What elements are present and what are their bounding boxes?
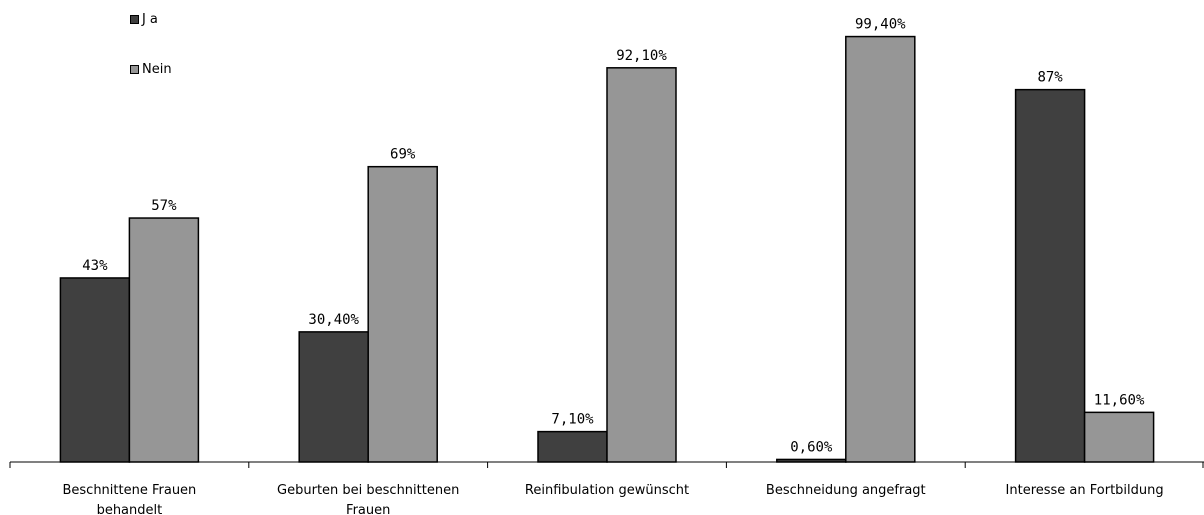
bar-nein-1	[367, 165, 438, 463]
legend-swatch-nein	[130, 65, 139, 74]
bar-nein-3	[845, 35, 916, 463]
x-tick-label-4-0: Interesse an Fortbildung	[1006, 483, 1164, 498]
data-label-ja-1: 30,40%	[308, 312, 359, 328]
bar-ja-4	[1014, 88, 1086, 463]
x-tick-label-1-1: Frauen	[346, 503, 390, 515]
data-label-nein-2: 92,10%	[616, 48, 667, 64]
bar-ja-2	[537, 430, 608, 463]
bar-nein-0	[128, 217, 200, 463]
data-label-ja-3: 0,60%	[790, 439, 833, 455]
x-tick-label-0-0: Beschnittene Frauen	[62, 483, 196, 498]
bar-ja-1	[298, 331, 369, 463]
x-tick-label-0-1: behandelt	[97, 503, 163, 515]
x-tick-label-3-0: Beschneidung angefragt	[766, 483, 926, 498]
legend-label-ja: Ja	[142, 12, 162, 27]
bar-nein-4	[1083, 411, 1155, 463]
data-label-nein-3: 99,40%	[855, 17, 906, 33]
bar-nein-2	[606, 67, 677, 463]
bar-ja-0	[59, 277, 131, 463]
x-tick-label-1-0: Geburten bei beschnittenen	[277, 483, 459, 498]
data-label-ja-0: 43%	[82, 258, 108, 274]
legend-item-ja: Ja	[130, 12, 162, 27]
legend-swatch-ja	[130, 15, 139, 24]
data-label-nein-0: 57%	[151, 198, 177, 214]
legend-item-nein: Nein	[130, 62, 172, 77]
data-label-ja-2: 7,10%	[551, 412, 594, 428]
data-label-ja-4: 87%	[1037, 70, 1063, 86]
x-tick-label-2-0: Reinfibulation gewünscht	[525, 483, 689, 498]
data-label-nein-4: 11,60%	[1094, 392, 1145, 408]
data-label-nein-1: 69%	[390, 147, 416, 163]
legend-label-nein: Nein	[142, 62, 172, 77]
